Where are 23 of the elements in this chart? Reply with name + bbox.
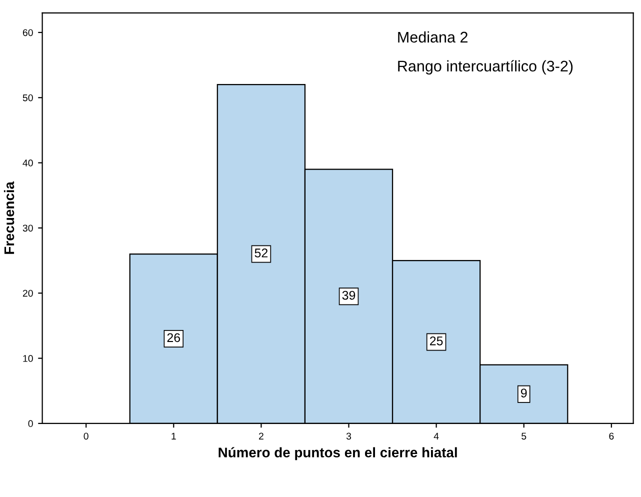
y-tick-label: 0: [28, 420, 33, 428]
x-tick-label: 6: [609, 432, 614, 440]
x-tick-label: 4: [434, 432, 439, 440]
y-axis-title: Frecuencia: [4, 181, 14, 254]
x-axis-title: Número de puntos en el cierre hiatal: [218, 447, 457, 460]
y-tick-label: 60: [22, 29, 33, 36]
x-tick-label: 0: [84, 432, 88, 440]
data-label: 52: [254, 248, 268, 258]
data-label: 9: [520, 388, 527, 398]
y-tick-label: 20: [22, 290, 33, 297]
annotation: Mediana 2: [398, 31, 468, 43]
y-tick-label: 10: [23, 355, 33, 362]
x-tick-label: 2: [258, 432, 264, 440]
y-tick-label: 30: [22, 224, 33, 232]
data-label: 39: [342, 290, 356, 300]
data-label: 25: [430, 336, 443, 346]
x-tick-label: 3: [346, 432, 352, 440]
x-tick-label: 1: [172, 432, 176, 440]
y-tick-label: 40: [22, 160, 33, 166]
y-tick-label: 50: [22, 94, 33, 102]
annotation: Rango intercuartílico (3-2): [398, 60, 573, 75]
x-tick-label: 5: [522, 432, 526, 440]
data-label: 26: [167, 333, 180, 342]
